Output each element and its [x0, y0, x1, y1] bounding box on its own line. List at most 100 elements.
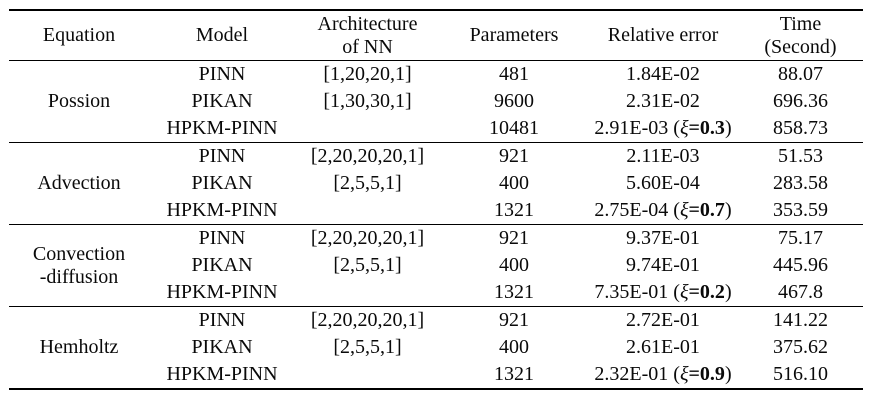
results-table: Equation Model Architecture of NN Parame… — [9, 9, 863, 390]
xi-symbol: ξ — [679, 281, 689, 304]
relative-error-value: 2.75E-04 — [594, 199, 669, 222]
cell-model: PIKAN — [191, 172, 253, 195]
table-row: HPKM-PINN 1321 2.32E-01 (ξ=0.9) 516.10 — [9, 361, 863, 389]
cell-architecture: [2,20,20,20,1] — [310, 145, 425, 168]
table-row: HPKM-PINN 1321 7.35E-01 (ξ=0.2) 467.8 — [9, 279, 863, 307]
results-table-wrap: Equation Model Architecture of NN Parame… — [9, 9, 863, 390]
cell-equation: Possion — [47, 90, 111, 113]
cell-model: PIKAN — [191, 254, 253, 277]
cell-relative-error: 9.74E-01 — [588, 252, 738, 279]
cell-time: 353.59 — [773, 199, 828, 222]
cell-relative-error: 2.31E-02 — [588, 88, 738, 115]
equation-group-possion: Possion PINN [1,20,20,1] 481 1.84E-02 88… — [9, 61, 863, 143]
cell-parameters: 921 — [499, 227, 529, 250]
cell-relative-error: 5.60E-04 — [588, 170, 738, 197]
cell-relative-error: 7.35E-01 (ξ=0.2) — [588, 279, 738, 307]
cell-relative-error: 2.75E-04 (ξ=0.7) — [588, 197, 738, 225]
table-row: PIKAN [2,5,5,1] 400 2.61E-01 375.62 — [9, 334, 863, 361]
col-header-model: Model — [195, 24, 249, 47]
xi-symbol: ξ — [679, 117, 689, 140]
table-row: Advection PINN [2,20,20,20,1] 921 2.11E-… — [9, 143, 863, 194]
equation-group-advection: Advection PINN [2,20,20,20,1] 921 2.11E-… — [9, 143, 863, 225]
cell-model: PINN — [198, 145, 246, 168]
cell-model: PIKAN — [191, 336, 253, 359]
cell-parameters: 1321 — [494, 281, 534, 304]
cell-time: 75.17 — [778, 227, 823, 250]
cell-time: 51.53 — [778, 145, 823, 168]
cell-time: 283.58 — [773, 172, 828, 195]
relative-error-value: 2.72E-01 — [626, 309, 700, 332]
col-header-relative-error: Relative error — [607, 24, 719, 47]
col-header-equation: Equation — [42, 24, 116, 47]
cell-parameters: 400 — [499, 254, 529, 277]
cell-parameters: 400 — [499, 172, 529, 195]
xi-symbol: ξ — [679, 199, 689, 222]
xi-value: =0.2 — [688, 281, 725, 304]
cell-equation: Convection -diffusion — [32, 243, 126, 288]
cell-parameters: 921 — [499, 309, 529, 332]
cell-time: 467.8 — [778, 281, 823, 304]
equation-group-hemholtz: Hemholtz PINN [2,20,20,20,1] 921 2.72E-0… — [9, 307, 863, 390]
cell-model: PINN — [198, 227, 246, 250]
xi-annotation: (ξ=0.7) — [668, 199, 732, 222]
cell-time: 375.62 — [773, 336, 828, 359]
xi-annotation: (ξ=0.2) — [668, 281, 732, 304]
relative-error-value: 9.74E-01 — [626, 254, 700, 277]
relative-error-value: 2.91E-03 — [594, 117, 669, 140]
relative-error-value: 2.11E-03 — [626, 145, 700, 168]
cell-model: HPKM-PINN — [166, 117, 278, 140]
relative-error-value: 9.37E-01 — [626, 227, 700, 250]
cell-architecture: [2,5,5,1] — [333, 336, 402, 359]
cell-relative-error: 2.61E-01 — [588, 334, 738, 361]
xi-annotation: (ξ=0.9) — [668, 363, 732, 386]
cell-parameters: 1321 — [494, 363, 534, 386]
cell-parameters: 1321 — [494, 199, 534, 222]
cell-time: 141.22 — [773, 309, 828, 332]
table-header: Equation Model Architecture of NN Parame… — [9, 10, 863, 61]
cell-relative-error: 2.72E-01 — [588, 307, 738, 335]
table-row: PIKAN [2,5,5,1] 400 9.74E-01 445.96 — [9, 252, 863, 279]
cell-relative-error: 1.84E-02 — [588, 61, 738, 89]
col-header-parameters: Parameters — [469, 24, 559, 47]
cell-time: 88.07 — [778, 63, 823, 86]
cell-parameters: 481 — [499, 63, 529, 86]
xi-value: =0.9 — [688, 363, 725, 386]
cell-parameters: 10481 — [489, 117, 539, 140]
table-row: HPKM-PINN 10481 2.91E-03 (ξ=0.3) 858.73 — [9, 115, 863, 143]
cell-relative-error: 2.91E-03 (ξ=0.3) — [588, 115, 738, 143]
equation-group-convection-diffusion: Convection -diffusion PINN [2,20,20,20,1… — [9, 225, 863, 307]
relative-error-value: 1.84E-02 — [626, 63, 700, 86]
cell-model: HPKM-PINN — [166, 199, 278, 222]
cell-parameters: 9600 — [494, 90, 534, 113]
table-row: PIKAN [1,30,30,1] 9600 2.31E-02 696.36 — [9, 88, 863, 115]
cell-architecture — [295, 361, 440, 389]
cell-relative-error: 2.32E-01 (ξ=0.9) — [588, 361, 738, 389]
cell-architecture — [295, 197, 440, 225]
table-row: PIKAN [2,5,5,1] 400 5.60E-04 283.58 — [9, 170, 863, 197]
relative-error-value: 5.60E-04 — [626, 172, 700, 195]
col-header-time: Time (Second) — [764, 13, 837, 58]
cell-model: PINN — [198, 309, 246, 332]
cell-model: HPKM-PINN — [166, 281, 278, 304]
xi-annotation: (ξ=0.3) — [668, 117, 732, 140]
cell-architecture: [1,30,30,1] — [323, 90, 412, 113]
cell-architecture — [295, 115, 440, 143]
cell-time: 445.96 — [773, 254, 828, 277]
cell-time: 516.10 — [773, 363, 828, 386]
cell-equation: Hemholtz — [39, 336, 119, 359]
cell-architecture: [2,20,20,20,1] — [310, 309, 425, 332]
cell-model: PINN — [198, 63, 246, 86]
cell-architecture: [2,5,5,1] — [333, 254, 402, 277]
relative-error-value: 2.32E-01 — [594, 363, 669, 386]
cell-parameters: 921 — [499, 145, 529, 168]
cell-equation: Advection — [37, 172, 121, 195]
cell-architecture: [2,5,5,1] — [333, 172, 402, 195]
relative-error-value: 2.31E-02 — [626, 90, 700, 113]
xi-symbol: ξ — [679, 363, 689, 386]
col-header-architecture: Architecture of NN — [317, 13, 418, 58]
cell-time: 858.73 — [773, 117, 828, 140]
cell-architecture: [2,20,20,20,1] — [310, 227, 425, 250]
cell-relative-error: 9.37E-01 — [588, 225, 738, 253]
cell-architecture: [1,20,20,1] — [323, 63, 412, 86]
header-row: Equation Model Architecture of NN Parame… — [9, 10, 863, 61]
